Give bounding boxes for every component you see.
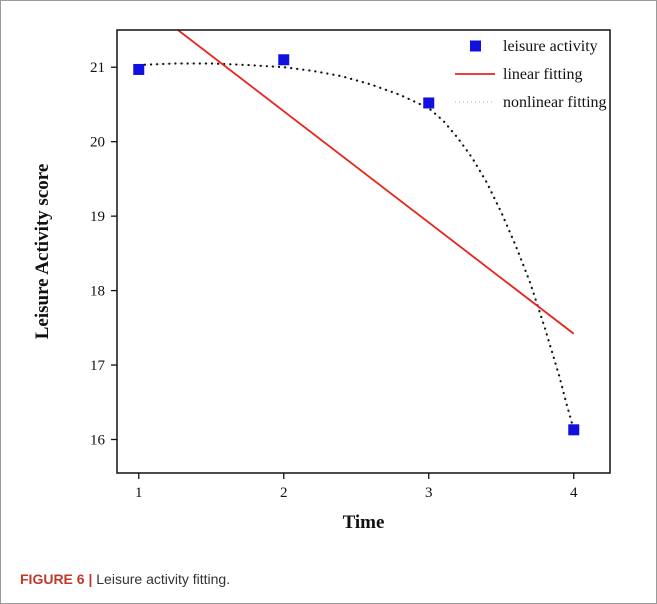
y-tick-label: 16 (90, 432, 106, 448)
data-point-marker (133, 63, 145, 75)
x-tick-label: 2 (280, 485, 288, 501)
y-tick-label: 17 (90, 358, 106, 374)
x-axis-title: Time (343, 512, 385, 533)
y-tick-label: 19 (90, 209, 105, 225)
legend-label: leisure activity (503, 38, 598, 55)
axes: 1 2 3 4 16 17 18 19 20 21 (90, 29, 611, 501)
y-tick-label: 20 (90, 135, 105, 151)
y-tick-label: 18 (90, 284, 105, 300)
linear-fit-line (177, 30, 575, 335)
nonlinear-fit-trace (138, 63, 575, 430)
x-tick-label: 1 (135, 485, 143, 501)
y-tick-label: 21 (90, 60, 105, 76)
legend-label: nonlinear fitting (503, 94, 607, 111)
figure-caption: FIGURE 6 | Leisure activity fitting. (20, 571, 230, 587)
data-point-marker (423, 97, 435, 109)
x-tick-label: 4 (570, 485, 578, 501)
legend: leisure activity linear fitting nonlinear … (455, 38, 607, 111)
y-axis-title: Leisure Activity score (32, 164, 53, 340)
plot-area (133, 30, 580, 436)
x-tick-label: 3 (425, 485, 433, 501)
legend-label: linear fitting (503, 66, 583, 83)
data-point-marker (278, 54, 290, 66)
figure-caption-label: FIGURE 6 | (20, 571, 93, 587)
legend-marker-leisure-activity (470, 40, 481, 52)
figure-caption-text: Leisure activity fitting. (96, 571, 231, 587)
data-point-marker (568, 424, 580, 436)
nonlinear-fit-curve (137, 62, 575, 431)
chart: 1 2 3 4 16 17 18 19 20 21 leisure activity linear … (32, 29, 611, 533)
plot-border (116, 29, 611, 474)
